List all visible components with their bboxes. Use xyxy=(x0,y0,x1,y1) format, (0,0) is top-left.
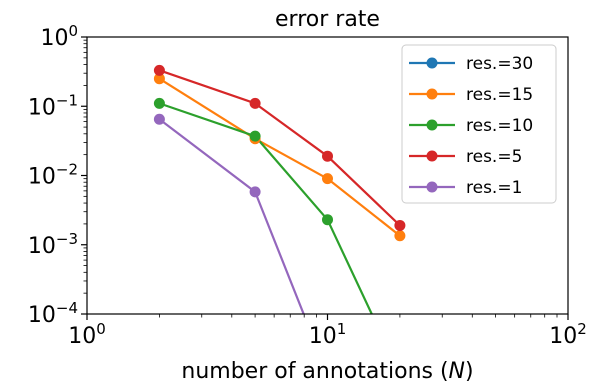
x-tick-exponent: 2 xyxy=(577,320,587,338)
x-tick-base: 10 xyxy=(68,324,96,349)
legend-label: res.=10 xyxy=(466,116,533,136)
x-axis-label-suffix: ) xyxy=(465,359,474,384)
series-line xyxy=(159,69,401,227)
data-point xyxy=(249,97,261,109)
x-tick-exponent: 1 xyxy=(337,320,347,338)
y-tick-base: 10 xyxy=(40,26,68,51)
legend-marker xyxy=(426,57,438,69)
y-tick-exponent: −3 xyxy=(56,230,78,248)
x-tick-exponent: 0 xyxy=(96,320,106,338)
marker-layer xyxy=(153,64,406,242)
x-tick-base: 10 xyxy=(549,324,577,349)
y-tick-label: 10−4 xyxy=(28,299,78,328)
y-tick-exponent: −2 xyxy=(56,161,78,179)
data-point xyxy=(322,173,333,185)
data-point xyxy=(153,113,165,125)
y-tick-exponent: −1 xyxy=(56,91,78,109)
y-tick-base: 10 xyxy=(28,165,56,190)
legend-label: res.=5 xyxy=(466,147,522,167)
legend-label: res.=15 xyxy=(466,85,533,105)
legend-label: res.=30 xyxy=(466,54,533,74)
data-point xyxy=(153,73,165,85)
data-point xyxy=(153,97,165,109)
series-line xyxy=(158,118,305,314)
series-line xyxy=(159,102,373,314)
y-tick-label: 10−3 xyxy=(28,230,78,259)
y-tick-exponent: 0 xyxy=(68,22,78,40)
legend-marker xyxy=(426,150,438,162)
legend-marker xyxy=(426,181,438,193)
y-tick-label: 10−1 xyxy=(28,91,78,120)
data-point xyxy=(394,219,406,231)
data-point xyxy=(153,64,165,76)
x-tick-label: 102 xyxy=(549,320,587,349)
legend: res.=30 res.=15 res.=10 res.=5 res.=1 xyxy=(401,44,557,204)
x-tick-label: 101 xyxy=(309,320,347,349)
y-tick-base: 10 xyxy=(28,234,56,259)
data-point xyxy=(249,130,261,142)
x-tick-label: 100 xyxy=(68,320,106,349)
y-tick-label: 10−2 xyxy=(28,161,78,190)
chart-title: error rate xyxy=(275,7,380,32)
x-axis-label-prefix: number of annotations ( xyxy=(181,359,448,384)
data-point xyxy=(322,214,333,226)
series-line xyxy=(158,77,401,237)
x-axis-label: number of annotations (N) xyxy=(181,359,473,384)
legend-label: res.=1 xyxy=(466,178,522,198)
legend-marker xyxy=(426,88,438,100)
data-point xyxy=(249,186,261,198)
y-tick-label: 100 xyxy=(40,22,78,51)
y-tick-base: 10 xyxy=(28,95,56,120)
series-layer xyxy=(158,69,401,314)
x-axis-label-symbol: N xyxy=(449,359,465,384)
y-tick-exponent: −4 xyxy=(56,299,78,317)
y-tick-base: 10 xyxy=(28,303,56,328)
data-point xyxy=(322,150,333,162)
data-point xyxy=(394,230,406,242)
x-tick-base: 10 xyxy=(309,324,337,349)
legend-marker xyxy=(426,119,438,131)
legend-frame xyxy=(401,44,557,204)
